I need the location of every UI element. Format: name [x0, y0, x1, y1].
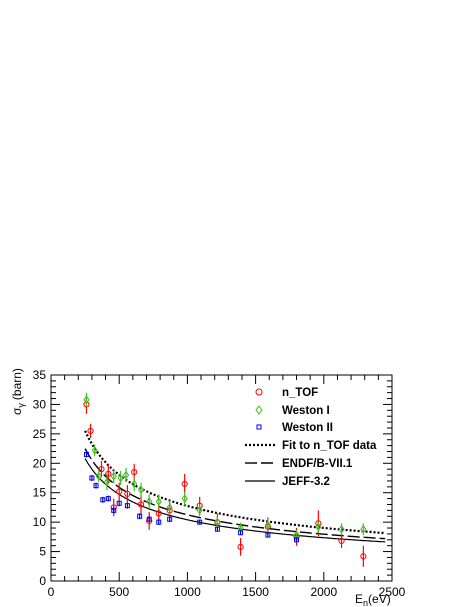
x-tick-label: 1000: [174, 585, 201, 599]
weston-ii-point: [116, 500, 122, 506]
weston-ii-point: [105, 496, 111, 502]
weston-ii-point: [89, 475, 95, 481]
x-axis-title: En(eV): [355, 592, 391, 607]
weston-i-point: [166, 503, 173, 512]
weston-ii-point: [156, 519, 162, 525]
legend-label-fit: Fit to n_TOF data: [282, 440, 377, 452]
weston-ii-point: [100, 497, 106, 503]
curve-fit-to-n-tof-data: [84, 430, 386, 535]
x-tick-label: 0: [48, 585, 55, 599]
x-axis-title-main: E: [355, 592, 363, 606]
weston-ii-point: [111, 507, 117, 513]
weston-ii-point: [167, 516, 173, 522]
legend-label-endf: ENDF/B-VII.1: [282, 458, 353, 470]
weston-ii-point: [93, 483, 99, 489]
curve-jeff-3-2: [84, 458, 386, 543]
weston-ii-point: [146, 516, 152, 522]
x-tick-label: 2500: [379, 585, 406, 599]
n-tof-point: [116, 488, 123, 495]
weston-ii-point: [238, 530, 244, 536]
weston-i-point: [137, 485, 145, 495]
weston-ii-point: [137, 513, 143, 519]
weston-i-point: [117, 473, 124, 483]
weston-i-point: [264, 520, 271, 530]
n-tof-point: [131, 469, 138, 476]
weston-ii-point: [124, 503, 130, 509]
plot-frame: [50, 374, 393, 582]
weston-i-point: [196, 506, 203, 515]
weston-i-point: [214, 517, 221, 527]
data-points: [83, 392, 367, 567]
weston-i-point: [110, 471, 117, 481]
n-tof-point: [360, 553, 367, 560]
n-tof-point: [124, 490, 131, 497]
x-tick-label: 2000: [310, 585, 337, 599]
model-curves: [84, 430, 386, 543]
axis-ticks: 0 500 1000 1500 2000 2500 0 5 10 15 20 25 30 35: [33, 368, 406, 599]
weston-i-point: [91, 445, 98, 455]
y-tick-label: 35: [33, 368, 47, 382]
weston-i-point: [155, 497, 162, 506]
y-tick-label: 5: [39, 545, 46, 559]
x-tick-label: 1500: [242, 585, 269, 599]
weston-i-point: [146, 497, 153, 506]
weston-i-point: [103, 477, 111, 487]
n-tof-point: [181, 480, 188, 487]
n-tof-point: [98, 466, 105, 473]
y-tick-label: 20: [33, 456, 47, 470]
y-axis-title: σγ (barn): [10, 368, 26, 415]
weston-i-point: [83, 395, 90, 405]
y-tick-label: 10: [33, 515, 47, 529]
n-tof-point: [87, 427, 94, 435]
x-axis-title-sub: n: [363, 598, 368, 607]
y-axis-title-main: σ: [10, 407, 24, 415]
y-tick-label: 25: [33, 427, 47, 441]
curve-endf-b-vii-1: [84, 448, 386, 540]
legend-label-jeff: JEFF-3.2: [282, 476, 330, 488]
n-tof-point: [237, 543, 244, 550]
legend-swatch-weston-ii: [256, 424, 262, 430]
weston-ii-point: [265, 532, 271, 538]
n-tof-point: [338, 537, 345, 545]
weston-ii-point: [294, 537, 300, 543]
legend-label-weston-ii: Weston II: [282, 422, 333, 434]
weston-ii-point: [83, 451, 89, 457]
weston-i-point: [181, 494, 188, 503]
y-tick-label: 15: [33, 486, 47, 500]
weston-i-point: [122, 470, 130, 480]
weston-ii-point: [197, 519, 203, 525]
legend: n_TOF Weston I Weston II Fit to n_TOF da…: [245, 387, 377, 488]
legend-swatch-ntof: [255, 388, 263, 396]
weston-i-point: [360, 524, 367, 534]
y-tick-label: 30: [33, 397, 47, 411]
n-tof-point: [155, 510, 162, 517]
n-tof-point: [105, 470, 112, 477]
x-axis-title-unit: (eV): [368, 592, 391, 606]
n-tof-point: [137, 501, 145, 508]
weston-i-point: [131, 479, 138, 489]
y-axis-title-unit: (barn): [10, 368, 24, 400]
weston-ii-point: [214, 526, 220, 532]
weston-i-point: [338, 524, 345, 534]
y-tick-label: 0: [39, 574, 46, 588]
x-tick-label: 500: [109, 585, 129, 599]
weston-i-point: [95, 471, 102, 481]
legend-label-weston-i: Weston I: [282, 405, 330, 417]
weston-i-point: [315, 522, 322, 532]
legend-swatch-weston-i: [255, 405, 263, 415]
legend-label-ntof: n_TOF: [282, 387, 318, 399]
y-axis-title-sub: γ: [16, 403, 26, 408]
